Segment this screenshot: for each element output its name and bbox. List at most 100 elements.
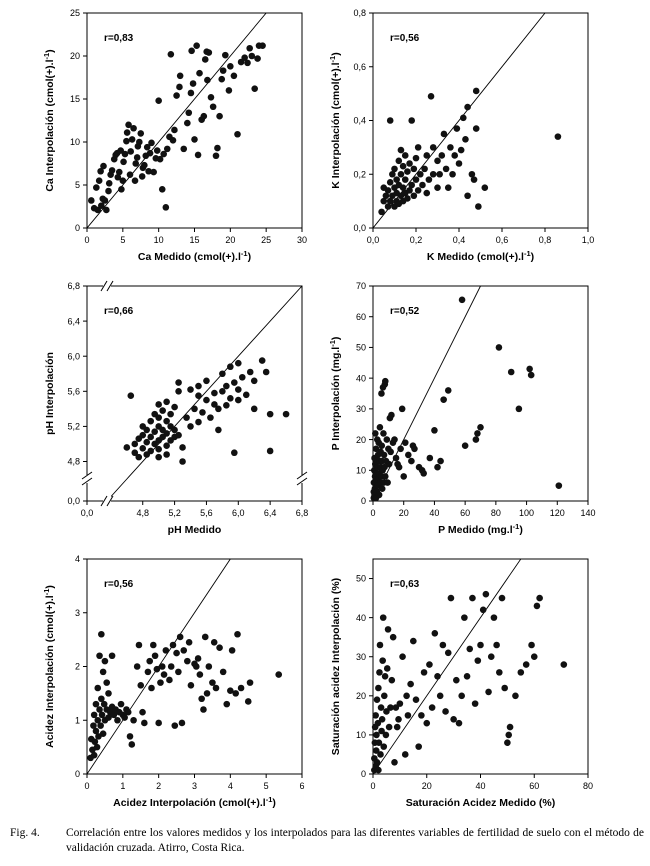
data-point (171, 126, 178, 134)
data-point (92, 700, 100, 708)
data-point (130, 716, 137, 724)
data-point (418, 712, 425, 719)
data-point (378, 715, 386, 723)
data-point (200, 706, 207, 713)
y-tick-label: 50 (356, 574, 366, 584)
y-tick-label: 6,8 (67, 281, 80, 291)
x-tick-label: 0 (84, 235, 89, 245)
data-point (472, 436, 480, 443)
y-tick-label: 0,4 (353, 116, 366, 126)
data-point (176, 83, 183, 91)
data-point (155, 719, 162, 727)
x-axis-break-gap (103, 495, 111, 507)
data-point (195, 382, 202, 390)
y-axis-label: K Interpolación (cmol(+).l-1) (328, 52, 343, 188)
data-point (169, 136, 177, 144)
data-point (93, 743, 101, 751)
data-point (94, 716, 102, 724)
data-point (196, 69, 203, 77)
data-point (381, 473, 389, 480)
identity-line (87, 13, 267, 228)
data-point (178, 719, 186, 727)
data-point (227, 363, 234, 371)
data-point (472, 87, 480, 95)
data-point (458, 296, 466, 304)
data-point (423, 152, 431, 159)
data-point (431, 427, 438, 434)
data-point (372, 430, 379, 437)
y-tick-label: 0 (361, 496, 366, 506)
data-point (191, 405, 198, 413)
data-point (373, 696, 381, 704)
data-point (242, 391, 250, 399)
data-point (90, 751, 98, 759)
data-point (132, 160, 140, 167)
data-point (380, 451, 388, 459)
data-point (118, 186, 125, 193)
y-tick-label: 0 (75, 223, 80, 233)
y-tick-label: 0 (75, 769, 80, 779)
data-point (414, 144, 422, 151)
data-point (385, 460, 393, 468)
data-point (266, 447, 274, 455)
data-point (155, 414, 162, 421)
data-point (388, 411, 395, 419)
data-point (143, 426, 151, 434)
data-point (120, 158, 127, 166)
identity-line (106, 286, 302, 501)
data-point (485, 688, 492, 696)
data-point (533, 602, 541, 610)
data-point (117, 700, 125, 708)
unit-close: ) (519, 524, 523, 536)
data-point (385, 723, 393, 731)
data-point (415, 743, 422, 750)
y-axis-label: Acidez Interpolación (cmol(+).l-1) (42, 585, 57, 748)
correlation-label: r=0,56 (390, 33, 420, 44)
data-point (231, 449, 238, 457)
x-tick-label: 6,8 (296, 508, 309, 518)
data-point (406, 160, 413, 167)
data-point (375, 491, 383, 499)
data-point (395, 463, 403, 471)
data-point (151, 428, 158, 435)
data-point (398, 405, 406, 413)
data-point (405, 451, 412, 459)
data-point (209, 103, 217, 111)
data-point (127, 148, 135, 155)
data-point (461, 614, 468, 621)
data-point (176, 72, 184, 80)
data-point (474, 657, 482, 664)
data-point (487, 653, 495, 661)
data-point (386, 197, 394, 205)
data-point (180, 145, 188, 153)
data-point (444, 184, 452, 191)
data-point (128, 136, 136, 143)
data-point (115, 168, 123, 176)
data-point (554, 133, 562, 140)
data-point (392, 454, 400, 462)
y-origin-label: 0,0 (67, 496, 80, 506)
data-point (254, 55, 261, 62)
data-point (203, 396, 210, 404)
data-point (451, 152, 459, 159)
data-point (372, 747, 380, 754)
correlation-label: r=0,63 (390, 579, 420, 590)
data-point (130, 124, 137, 132)
data-point (479, 606, 487, 614)
data-point (266, 410, 274, 418)
data-point (215, 426, 222, 434)
data-point (199, 409, 206, 416)
data-point (219, 668, 227, 676)
x-tick-label: 80 (583, 781, 593, 791)
data-point (131, 440, 139, 448)
data-point (462, 136, 469, 143)
x-tick-label: 25 (261, 235, 271, 245)
chart-acidez: 0 1 2 3 4 5 6 0 1 2 3 4 r=0,56 Acidez Interpolación (… (42, 554, 305, 809)
y-tick-label: 5 (75, 180, 80, 190)
data-point (219, 370, 226, 378)
y-tick-label: 5,2 (67, 422, 80, 432)
x-tick-label: 5,2 (168, 508, 181, 518)
data-point (147, 417, 155, 425)
data-point (219, 67, 227, 74)
data-point (515, 405, 523, 413)
